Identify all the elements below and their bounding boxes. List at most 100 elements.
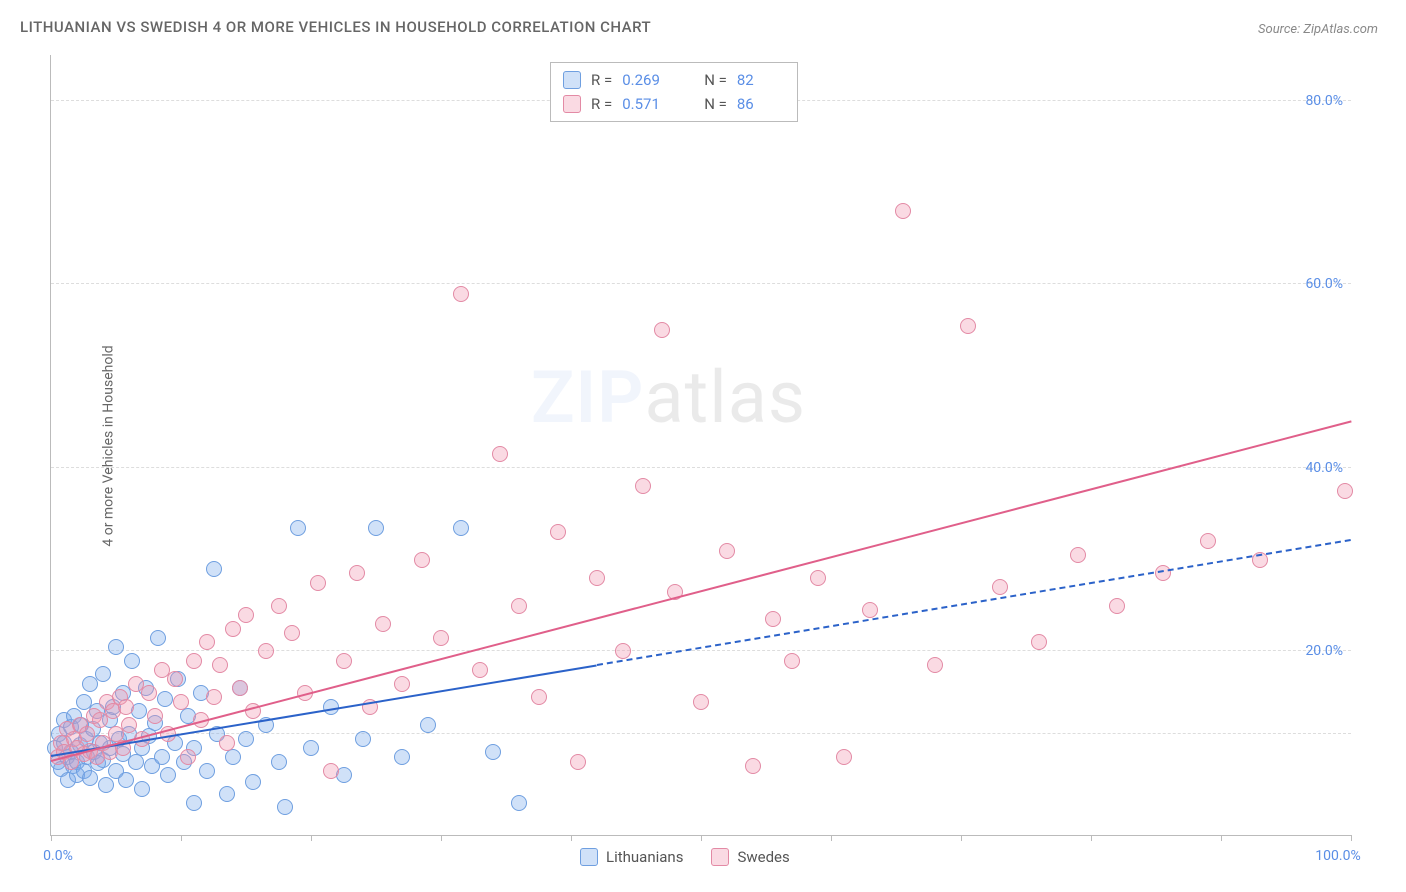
lithuanians-marker	[118, 772, 134, 788]
lithuanians-marker	[420, 717, 436, 733]
swedes-marker	[654, 322, 670, 338]
y-tick-label: 40.0%	[1305, 460, 1343, 476]
lithuanians-marker	[157, 691, 173, 707]
legend-swatch	[580, 848, 598, 866]
swedes-marker	[895, 203, 911, 219]
swedes-marker	[862, 602, 878, 618]
swedes-marker	[225, 621, 241, 637]
swedes-marker	[745, 758, 761, 774]
y-tick-label: 60.0%	[1305, 276, 1343, 292]
series-label: Lithuanians	[606, 848, 683, 866]
lithuanians-marker	[485, 744, 501, 760]
x-axis-min-label: 0.0%	[43, 848, 73, 864]
swedes-marker	[960, 318, 976, 334]
swedes-marker	[511, 598, 527, 614]
swedes-marker	[199, 634, 215, 650]
lithuanians-marker	[453, 520, 469, 536]
swedes-marker	[323, 763, 339, 779]
swedes-marker	[1200, 533, 1216, 549]
swedes-marker	[414, 552, 430, 568]
swedes-marker	[927, 657, 943, 673]
lithuanians-marker	[199, 763, 215, 779]
swedes-marker	[186, 653, 202, 669]
swedes-marker	[375, 616, 391, 632]
x-tick	[571, 835, 572, 841]
swedes-marker	[212, 657, 228, 673]
swedes-marker	[79, 726, 95, 742]
lithuanians-marker	[238, 731, 254, 747]
swedes-marker	[1109, 598, 1125, 614]
lithuanians-marker	[186, 795, 202, 811]
swedes-marker	[284, 625, 300, 641]
swedes-marker	[635, 478, 651, 494]
x-tick	[1351, 835, 1352, 841]
gridline	[51, 650, 1351, 651]
lithuanians-marker	[394, 749, 410, 765]
correlation-stats-legend: R = 0.269 N = 82R = 0.571 N = 86	[550, 62, 798, 122]
series-legend-item: Lithuanians	[580, 848, 683, 866]
y-tick-label: 80.0%	[1305, 93, 1343, 109]
swedes-marker	[1155, 565, 1171, 581]
swedes-marker	[784, 653, 800, 669]
swedes-marker	[570, 754, 586, 770]
lithuanians-marker	[271, 754, 287, 770]
r-value: 0.269	[622, 68, 670, 92]
watermark: ZIPatlas	[531, 355, 806, 440]
legend-swatch	[563, 71, 581, 89]
lithuanians-marker	[128, 754, 144, 770]
lithuanians-marker	[134, 781, 150, 797]
legend-swatch	[563, 95, 581, 113]
n-label: N =	[704, 92, 727, 116]
legend-swatch	[711, 848, 729, 866]
swedes-marker	[810, 570, 826, 586]
chart-title: LITHUANIAN VS SWEDISH 4 OR MORE VEHICLES…	[20, 18, 651, 36]
lithuanians-marker	[108, 639, 124, 655]
lithuanians-marker	[206, 561, 222, 577]
x-tick	[441, 835, 442, 841]
trend-line	[597, 539, 1351, 666]
swedes-marker	[219, 735, 235, 751]
x-tick	[1091, 835, 1092, 841]
lithuanians-marker	[124, 653, 140, 669]
stats-legend-row: R = 0.571 N = 86	[563, 92, 785, 116]
lithuanians-marker	[355, 731, 371, 747]
scatter-plot-area: ZIPatlas 20.0% 40.0% 60.0% 80.0%	[50, 55, 1351, 836]
lithuanians-marker	[277, 799, 293, 815]
swedes-marker	[173, 694, 189, 710]
x-tick	[961, 835, 962, 841]
swedes-marker	[118, 699, 134, 715]
lithuanians-marker	[290, 520, 306, 536]
swedes-marker	[271, 598, 287, 614]
swedes-marker	[336, 653, 352, 669]
swedes-marker	[693, 694, 709, 710]
x-tick	[1221, 835, 1222, 841]
n-value: 82	[737, 68, 785, 92]
series-legend-item: Swedes	[711, 848, 789, 866]
lithuanians-marker	[150, 630, 166, 646]
swedes-marker	[492, 446, 508, 462]
y-tick-label: 20.0%	[1305, 643, 1343, 659]
swedes-marker	[141, 685, 157, 701]
x-tick	[311, 835, 312, 841]
gridline	[51, 467, 1351, 468]
lithuanians-marker	[368, 520, 384, 536]
swedes-marker	[719, 543, 735, 559]
lithuanians-marker	[225, 749, 241, 765]
x-tick	[51, 835, 52, 841]
swedes-marker	[180, 749, 196, 765]
swedes-marker	[472, 662, 488, 678]
swedes-marker	[531, 689, 547, 705]
swedes-marker	[394, 676, 410, 692]
lithuanians-marker	[160, 767, 176, 783]
swedes-marker	[836, 749, 852, 765]
swedes-marker	[310, 575, 326, 591]
lithuanians-marker	[511, 795, 527, 811]
r-value: 0.571	[622, 92, 670, 116]
swedes-marker	[453, 286, 469, 302]
lithuanians-marker	[245, 774, 261, 790]
n-value: 86	[737, 92, 785, 116]
lithuanians-marker	[303, 740, 319, 756]
r-label: R =	[591, 92, 612, 116]
swedes-marker	[349, 565, 365, 581]
swedes-marker	[232, 680, 248, 696]
